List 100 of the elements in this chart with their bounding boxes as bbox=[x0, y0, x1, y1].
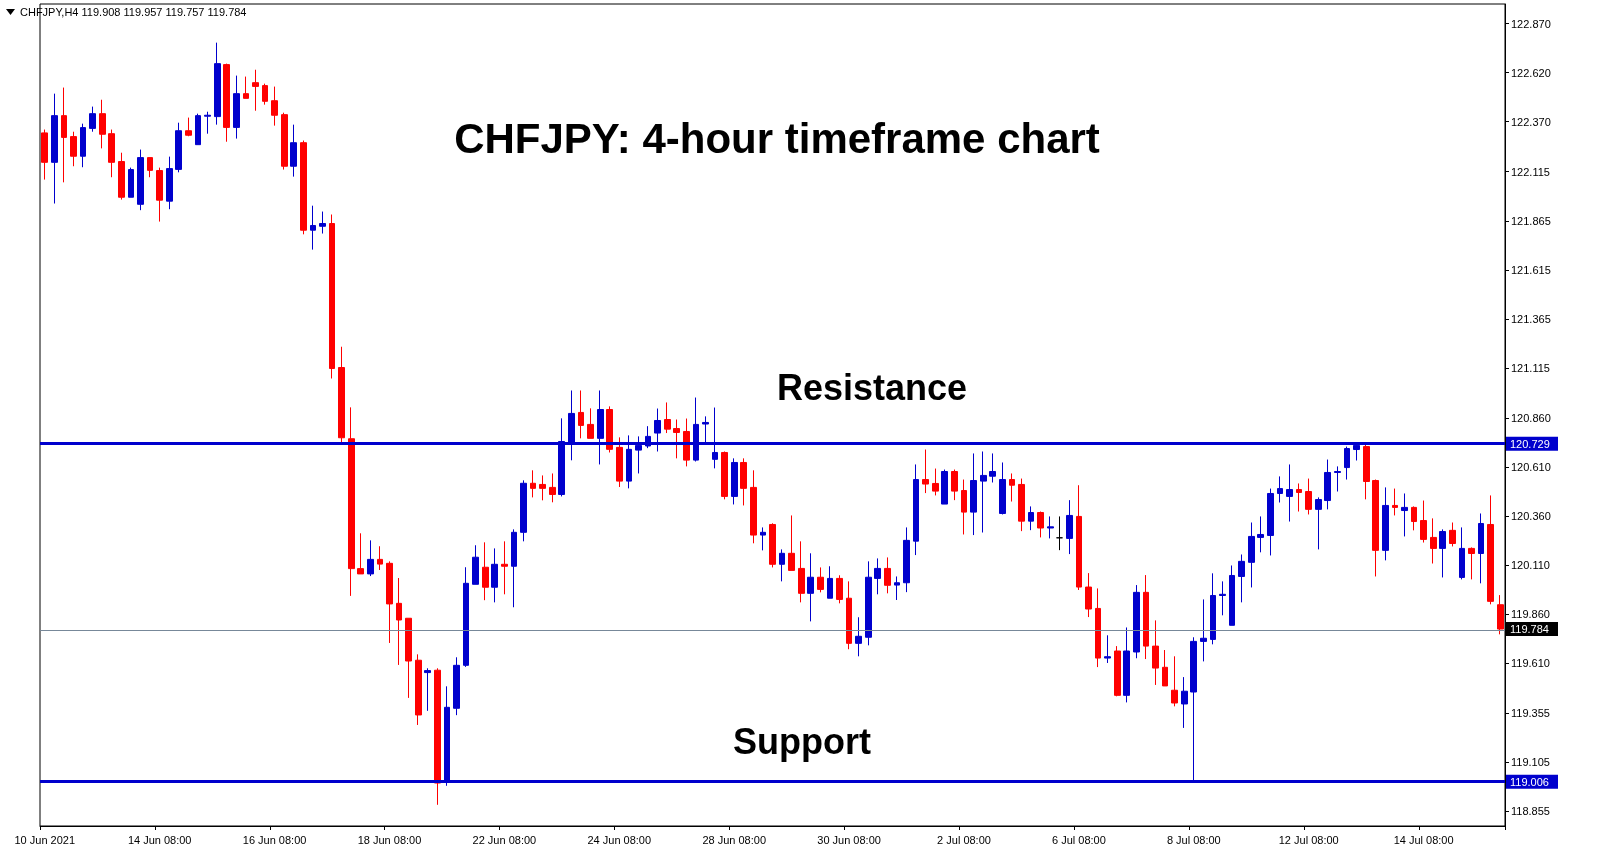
candlestick bbox=[185, 117, 192, 137]
candlestick bbox=[807, 552, 814, 622]
candlestick bbox=[932, 468, 939, 496]
candlestick bbox=[367, 539, 374, 577]
candlestick bbox=[99, 99, 106, 149]
candlestick bbox=[1468, 546, 1475, 580]
y-tick-label: 122.370 bbox=[1511, 115, 1551, 128]
candlestick bbox=[80, 123, 86, 168]
candlestick bbox=[41, 129, 48, 181]
candlestick bbox=[903, 526, 910, 593]
candlestick bbox=[922, 449, 929, 494]
candlestick bbox=[913, 463, 919, 556]
candlestick bbox=[1334, 465, 1341, 493]
x-tick-label: 22 Jun 08:00 bbox=[472, 833, 537, 846]
candlestick bbox=[1009, 472, 1015, 503]
candlestick bbox=[1018, 478, 1025, 532]
candlestick bbox=[989, 452, 996, 483]
candlestick bbox=[1372, 479, 1379, 577]
candlestick bbox=[1267, 488, 1274, 556]
candlestick bbox=[779, 548, 785, 582]
candlestick bbox=[195, 113, 201, 146]
candlestick bbox=[434, 667, 441, 806]
y-tick-label: 121.115 bbox=[1511, 361, 1550, 374]
candlestick bbox=[338, 346, 345, 445]
candlestick bbox=[549, 472, 556, 503]
candlestick bbox=[1047, 515, 1054, 539]
candlestick bbox=[606, 405, 613, 453]
candlestick bbox=[750, 469, 757, 544]
y-tick-label: 121.865 bbox=[1511, 214, 1551, 227]
candlestick bbox=[1210, 572, 1216, 645]
candlestick bbox=[405, 617, 412, 699]
candlestick bbox=[865, 560, 872, 646]
candlestick bbox=[769, 522, 776, 568]
candlestick bbox=[1449, 522, 1456, 547]
candlestick bbox=[721, 450, 728, 500]
candlestick bbox=[1143, 574, 1149, 660]
ref-line-label: 119.006 bbox=[1510, 775, 1549, 788]
candlestick bbox=[1133, 584, 1140, 659]
candlestick bbox=[731, 457, 738, 505]
candlestick bbox=[310, 205, 316, 251]
candlestick bbox=[51, 93, 58, 205]
candlestick bbox=[788, 514, 795, 571]
y-tick-label: 122.115 bbox=[1511, 165, 1550, 178]
y-tick-label: 120.110 bbox=[1511, 559, 1550, 572]
ref-line-label: 119.784 bbox=[1510, 623, 1549, 636]
candlestick bbox=[128, 167, 134, 198]
candlestick bbox=[836, 574, 843, 604]
candlestick bbox=[482, 541, 489, 601]
candlestick bbox=[798, 540, 805, 603]
candlestick bbox=[1181, 676, 1188, 729]
annotation: Support bbox=[733, 721, 871, 763]
candlestick bbox=[1037, 511, 1044, 538]
candlestick bbox=[1459, 526, 1465, 580]
candlestick bbox=[1219, 580, 1226, 616]
candlestick bbox=[70, 131, 77, 167]
candlestick bbox=[424, 667, 431, 712]
candlestick bbox=[396, 577, 402, 666]
x-tick-label: 8 Jul 08:00 bbox=[1166, 833, 1221, 846]
candlestick bbox=[118, 152, 125, 201]
candlestick bbox=[616, 436, 623, 488]
candlestick bbox=[1401, 492, 1408, 537]
candlestick bbox=[1200, 598, 1207, 662]
candlestick bbox=[1487, 494, 1494, 605]
candlestick bbox=[1296, 482, 1302, 513]
candlestick bbox=[999, 461, 1006, 515]
candlestick bbox=[1238, 553, 1245, 603]
candlestick bbox=[348, 406, 355, 597]
y-tick-label: 119.355 bbox=[1511, 707, 1550, 720]
x-tick-label: 2 Jul 08:00 bbox=[937, 833, 991, 846]
candlestick bbox=[463, 566, 469, 668]
candlestick bbox=[1095, 587, 1101, 668]
candlestick bbox=[204, 111, 211, 135]
x-tick-label: 18 Jun 08:00 bbox=[357, 833, 422, 846]
candlestick bbox=[1028, 505, 1034, 531]
candlestick bbox=[1162, 649, 1168, 687]
candlestick bbox=[156, 167, 163, 223]
x-tick-label: 12 Jul 08:00 bbox=[1278, 833, 1339, 846]
candlestick bbox=[1056, 515, 1063, 551]
candlestick bbox=[166, 156, 173, 210]
candlestick bbox=[501, 540, 508, 595]
candlestick bbox=[1430, 517, 1437, 565]
candlestick bbox=[1171, 655, 1178, 707]
candlestick bbox=[961, 479, 967, 535]
candlestick bbox=[664, 401, 671, 434]
candlestick bbox=[472, 544, 479, 585]
candlestick bbox=[970, 452, 977, 536]
candlestick bbox=[530, 469, 536, 498]
candlestick bbox=[281, 112, 288, 171]
candlestick bbox=[415, 653, 422, 726]
candlestick bbox=[300, 140, 307, 235]
candlestick bbox=[1478, 512, 1484, 584]
candlestick bbox=[673, 419, 680, 459]
y-tick-label: 119.105 bbox=[1511, 756, 1550, 769]
chart-subtitle: CHFJPY,H4 119.908 119.957 119.757 119.784 bbox=[20, 6, 247, 18]
candlestick bbox=[884, 556, 891, 594]
annotation: Resistance bbox=[776, 367, 968, 409]
candlestick bbox=[262, 83, 268, 106]
candlestick bbox=[1315, 496, 1322, 550]
x-tick-label: 14 Jun 08:00 bbox=[127, 833, 192, 846]
candlestick bbox=[874, 557, 881, 595]
